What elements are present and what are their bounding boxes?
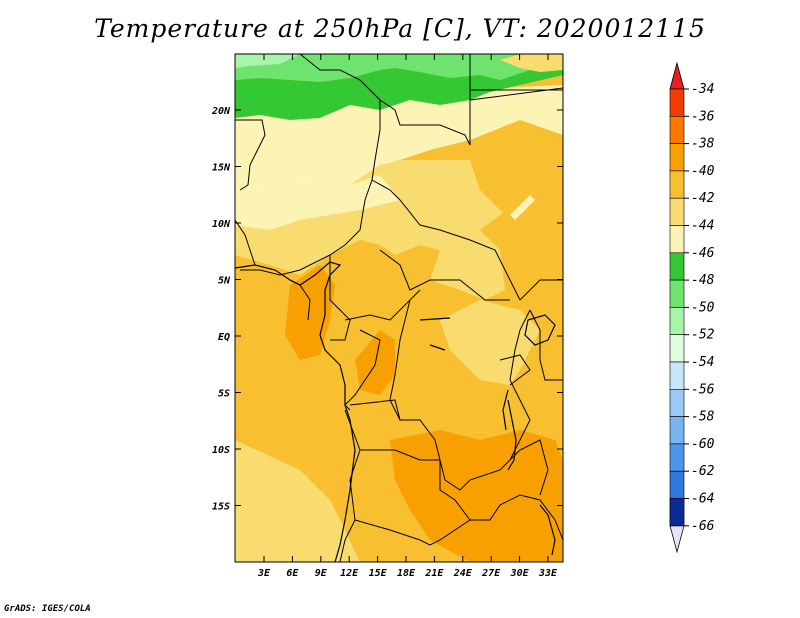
colorbar-swatch — [669, 498, 685, 527]
band-minus42-patch — [510, 195, 535, 220]
lon-label: 18E — [397, 568, 416, 579]
lon-label: 12E — [340, 568, 359, 579]
colorbar-label: -40 — [691, 164, 715, 179]
country-borders — [235, 54, 563, 562]
colorbar-label: -52 — [691, 328, 715, 343]
credit-text: GrADS: IGES/COLA — [4, 604, 91, 614]
colorbar-label: -46 — [691, 246, 715, 261]
colorbar-swatch — [669, 279, 685, 308]
band-minus36-gabon — [285, 265, 335, 360]
colorbar-swatch — [669, 88, 685, 117]
band-minus46 — [235, 54, 563, 82]
map-frame — [234, 53, 564, 563]
temperature-field — [235, 54, 563, 562]
band-minus36-south — [390, 430, 563, 562]
colorbar-swatch — [669, 197, 685, 226]
lat-label: 15S — [212, 502, 230, 513]
colorbar-label: -34 — [691, 82, 714, 97]
lat-label: 5S — [218, 389, 230, 400]
band-minus48 — [235, 54, 300, 68]
lat-label: 10S — [212, 445, 230, 456]
lon-label: 24E — [453, 568, 473, 579]
chart-title: Temperature at 250hPa [C], VT: 202001211… — [94, 14, 706, 43]
colorbar-swatch — [669, 252, 685, 281]
lat-label: 10N — [212, 219, 231, 230]
colorbar-swatch — [669, 416, 685, 445]
colorbar-swatch — [669, 443, 685, 472]
lon-label: 15E — [369, 568, 388, 579]
colorbar-label: -50 — [691, 300, 715, 315]
colorbar-label: -64 — [691, 492, 714, 507]
band-minus40-east — [440, 300, 540, 385]
band-minus40-car — [430, 230, 505, 300]
lon-label: 9E — [315, 568, 328, 579]
colorbar-label: -48 — [691, 273, 715, 288]
lat-label: 20N — [211, 106, 231, 117]
colorbar-bottom-arrow — [669, 525, 685, 554]
lon-label: 6E — [286, 568, 299, 579]
colorbar-label: -54 — [691, 355, 714, 370]
colorbar-swatch — [669, 388, 685, 417]
lat-label: EQ — [218, 332, 230, 343]
colorbar-top-arrow — [669, 61, 685, 90]
band-minus40-egypt — [500, 54, 563, 72]
colorbar-label: -60 — [691, 437, 715, 452]
lon-label: 3E — [257, 568, 271, 579]
longitude-axis: 3E 6E 9E 12E 15E 18E 21E 24E 27E 30E 33E — [257, 54, 558, 579]
colorbar-label: -66 — [691, 519, 715, 534]
colorbar-swatch — [669, 225, 685, 254]
colorbar-swatch — [669, 170, 685, 199]
band-minus40-southwest — [235, 440, 360, 562]
latitude-axis: 20N 15N 10N 5N EQ 5S 10S 15S — [211, 106, 563, 513]
colorbar-label: -42 — [691, 191, 715, 206]
colorbar-swatch — [669, 307, 685, 335]
band-minus42-sahel — [235, 175, 400, 230]
lon-label: 33E — [538, 568, 558, 579]
lon-label: 30E — [510, 568, 530, 579]
coastlines — [235, 261, 556, 562]
colorbar-label: -58 — [691, 410, 715, 425]
colorbar-swatch — [669, 361, 685, 390]
lon-label: 21E — [424, 568, 444, 579]
band-minus38-sudan — [470, 100, 563, 230]
colorbar-label: -44 — [691, 219, 714, 234]
band-minus44 — [235, 62, 563, 120]
lat-label: 5N — [218, 276, 231, 287]
colorbar: -34 -36 -38 -40 -42 -44 -46 -48 -50 -52 -54 -56 -58 -… — [669, 61, 715, 554]
colorbar-swatch — [669, 334, 685, 363]
colorbar-swatch — [669, 116, 685, 144]
colorbar-label: -38 — [691, 137, 715, 152]
colorbar-swatch — [669, 470, 685, 499]
lon-label: 27E — [481, 568, 501, 579]
colorbar-label: -62 — [691, 464, 715, 479]
colorbar-swatch — [669, 143, 685, 172]
colorbar-label: -56 — [691, 382, 715, 397]
colorbar-label: -36 — [691, 109, 715, 124]
lat-label: 15N — [212, 163, 231, 174]
